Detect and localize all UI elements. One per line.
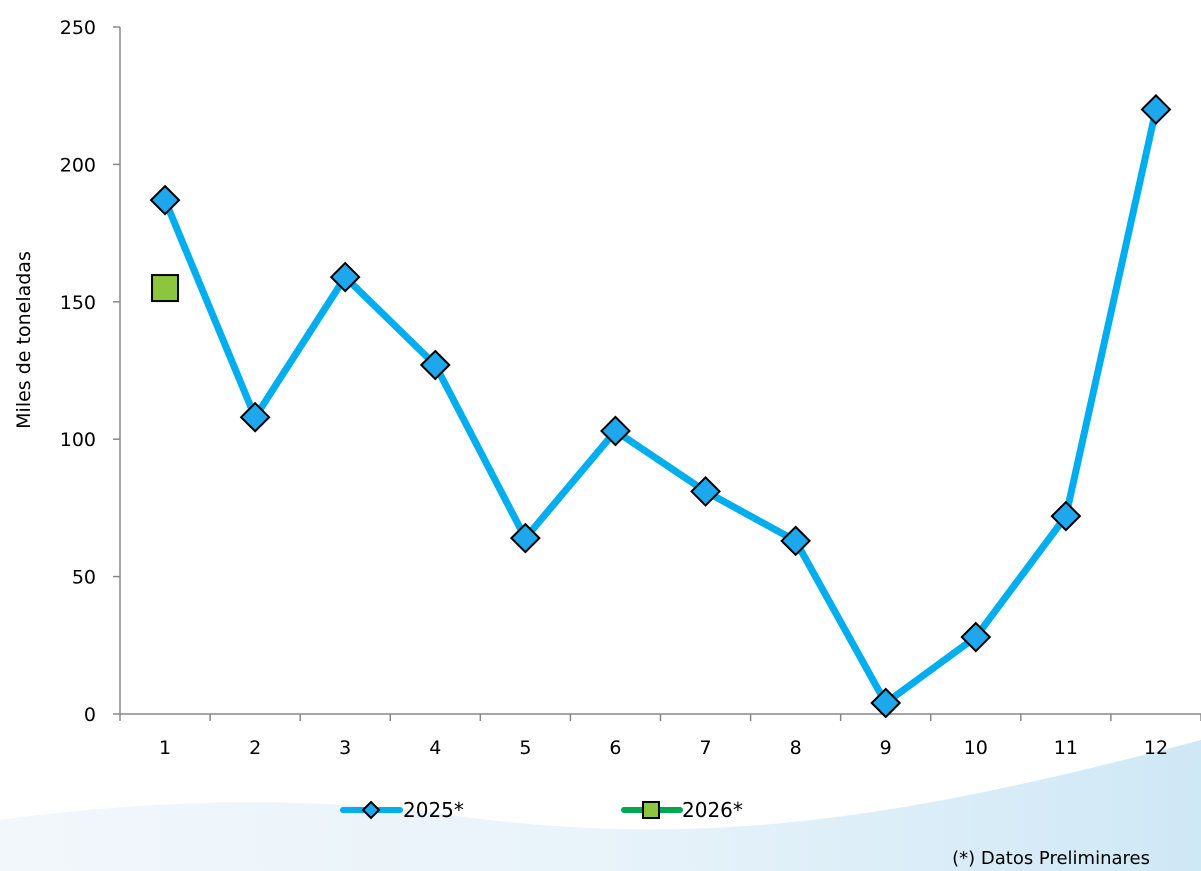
data-point-diamond xyxy=(329,261,361,293)
footnote: (*) Datos Preliminares xyxy=(952,848,1150,869)
data-point-diamond xyxy=(600,415,631,447)
x-tick-label: 4 xyxy=(429,737,441,759)
data-point-diamond xyxy=(1140,94,1172,125)
x-tick-label: 12 xyxy=(1144,737,1168,759)
x-tick-label: 11 xyxy=(1054,737,1078,759)
legend-square-icon xyxy=(642,801,660,819)
series-layer xyxy=(149,94,1172,719)
data-point-diamond xyxy=(960,621,992,653)
data-point-diamond xyxy=(419,349,451,381)
y-tick-label: 0 xyxy=(84,704,96,726)
data-point-diamond xyxy=(870,687,902,719)
data-point-diamond xyxy=(239,401,271,433)
x-ticks: 1 2 3 4 5 6 7 8 9 10 11 12 xyxy=(119,714,1201,759)
data-point-square xyxy=(151,274,180,303)
x-tick-label: 2 xyxy=(249,737,261,759)
y-tick-label: 250 xyxy=(60,17,96,39)
y-tick-label: 150 xyxy=(60,292,96,314)
legend: 2025* 2026* xyxy=(340,798,743,822)
y-tick-label: 50 xyxy=(72,567,96,589)
y-tick-label: 200 xyxy=(60,154,96,176)
x-tick-label: 5 xyxy=(519,737,531,759)
x-tick-label: 8 xyxy=(790,737,802,759)
x-tick-label: 9 xyxy=(880,737,892,759)
legend-diamond-icon xyxy=(361,800,381,820)
y-axis-title: Miles de toneladas xyxy=(13,251,35,429)
y-ticks: 0 50 100 150 200 250 xyxy=(60,17,120,726)
legend-label-2026: 2026* xyxy=(682,798,743,822)
data-point-diamond xyxy=(690,475,721,507)
x-tick-label: 1 xyxy=(159,737,171,759)
y-tick-label: 100 xyxy=(60,429,96,451)
data-point-diamond xyxy=(780,525,812,557)
legend-label-2025: 2025* xyxy=(403,798,464,822)
x-tick-label: 3 xyxy=(339,737,351,759)
x-tick-label: 6 xyxy=(609,737,621,759)
legend-item-2026: 2026* xyxy=(621,798,743,822)
legend-item-2025: 2025* xyxy=(340,798,464,822)
data-point-diamond xyxy=(1050,500,1082,532)
data-point-diamond xyxy=(149,184,181,216)
data-point-diamond xyxy=(509,522,541,554)
series-line-1 xyxy=(161,105,1160,707)
background-swoosh xyxy=(0,740,1201,871)
x-tick-label: 7 xyxy=(699,737,711,759)
x-tick-label: 10 xyxy=(964,737,988,759)
